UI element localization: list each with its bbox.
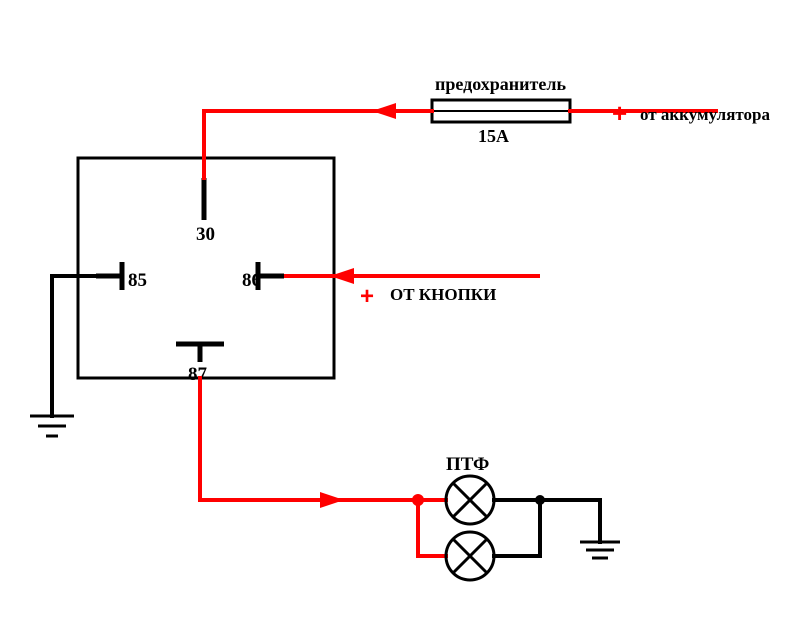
ground-right-icon (580, 542, 620, 558)
relay-pin-30-label: 30 (196, 224, 215, 245)
wire-lamps-to-ground (494, 495, 600, 556)
relay-pin-85-label: 85 (128, 270, 147, 291)
battery-label: от аккумулятора (640, 105, 770, 124)
wire-button-to-86 (284, 268, 540, 284)
fuse-rating: 15A (478, 126, 509, 146)
ground-left-icon (30, 416, 74, 436)
wire-85-to-ground (52, 276, 96, 416)
relay-pin-87-label: 87 (188, 364, 208, 385)
button-plus-icon: + (360, 283, 374, 310)
relay-pin-86-label: 86 (242, 270, 261, 291)
wiring-diagram: 30 85 86 87 предохранитель 15A + от акку… (0, 0, 796, 644)
lamp-2 (446, 532, 494, 580)
button-label: ОТ КНОПКИ (390, 285, 496, 304)
lamp-1 (446, 476, 494, 524)
lamps-title: ПТФ (446, 454, 489, 475)
fuse-title: предохранитель (435, 74, 566, 94)
wire-87-to-lamps (200, 378, 446, 556)
battery-plus-icon: + (612, 98, 627, 128)
